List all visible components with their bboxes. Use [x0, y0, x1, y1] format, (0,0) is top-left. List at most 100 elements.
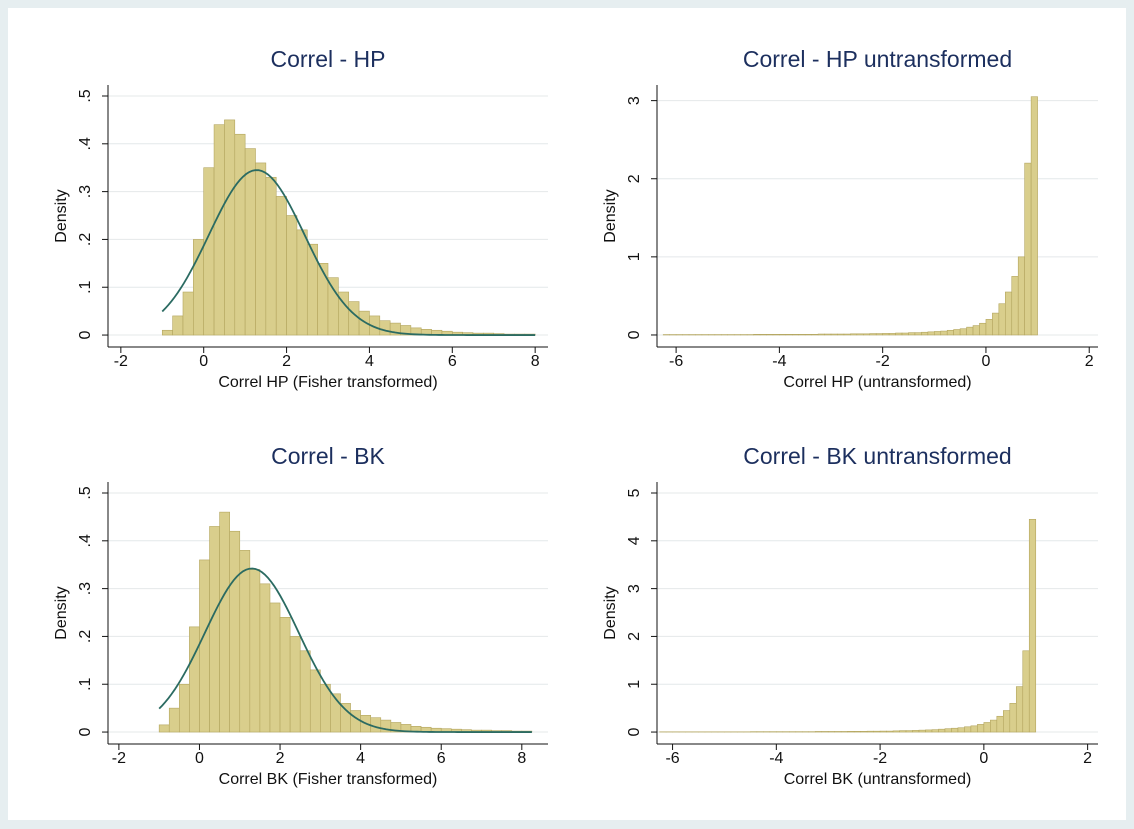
- histogram-bar: [927, 331, 935, 336]
- histogram-bar: [873, 730, 881, 733]
- histogram-bar: [379, 320, 391, 336]
- histogram-bar: [862, 333, 871, 336]
- histogram-bar: [953, 329, 961, 336]
- histogram-bar: [289, 636, 301, 733]
- histogram-bar: [766, 334, 774, 336]
- histogram-bar: [203, 167, 215, 336]
- x-tick-label: 6: [437, 750, 446, 767]
- x-tick-label: 2: [1085, 353, 1094, 370]
- histogram-bar: [908, 332, 916, 336]
- x-axis-label: Correl BK (untransformed): [784, 771, 972, 788]
- histogram-bar: [938, 728, 946, 733]
- histogram-bar: [882, 333, 890, 336]
- histogram-bar: [912, 730, 920, 733]
- x-tick-label: -2: [876, 353, 890, 370]
- y-tick-label: .3: [77, 582, 94, 595]
- x-tick-label: 0: [199, 353, 208, 370]
- y-tick-label: 1: [626, 252, 643, 261]
- x-tick-label: -2: [873, 750, 887, 767]
- y-tick-label: 5: [626, 488, 643, 497]
- histogram-bar: [199, 559, 210, 733]
- histogram-bar: [370, 717, 382, 733]
- histogram-bar: [1015, 686, 1024, 733]
- histogram-bar: [1024, 162, 1032, 336]
- histogram-bar: [269, 602, 281, 733]
- histogram-bar: [1017, 256, 1025, 336]
- histogram-bar: [914, 332, 922, 336]
- histogram-bar: [182, 291, 194, 336]
- histogram-bar: [895, 332, 903, 336]
- histogram-bar: [772, 334, 780, 336]
- x-axis-label: Correl BK (Fisher transformed): [219, 771, 438, 788]
- histogram-bar: [239, 550, 251, 733]
- histogram-bar: [1030, 96, 1038, 336]
- x-axis-label: Correl HP (Fisher transformed): [218, 374, 437, 391]
- histogram-bar: [850, 333, 858, 336]
- histogram-bar: [286, 215, 298, 336]
- histogram-bar: [944, 728, 952, 733]
- histogram-bar: [979, 322, 987, 336]
- histogram-bar: [1022, 650, 1030, 733]
- graph-region: [8, 8, 1126, 820]
- histogram-bar: [229, 530, 241, 733]
- x-tick-label: 0: [981, 353, 990, 370]
- histogram-bar: [847, 731, 855, 733]
- histogram-bar: [905, 730, 913, 733]
- histogram-bar: [348, 301, 360, 336]
- x-tick-label: -2: [114, 353, 128, 370]
- histogram-bar: [1011, 276, 1019, 336]
- x-tick-label: 6: [448, 353, 457, 370]
- histogram-bar: [193, 239, 205, 336]
- histogram-bar: [804, 334, 812, 336]
- y-tick-label: 0: [626, 728, 643, 737]
- histogram-bar: [1009, 703, 1017, 733]
- histogram-bar: [964, 726, 972, 733]
- y-tick-label: .2: [77, 630, 94, 643]
- x-tick-label: 2: [282, 353, 291, 370]
- histogram-bar: [296, 229, 308, 336]
- x-tick-label: -6: [669, 353, 683, 370]
- histogram-bar: [275, 196, 287, 336]
- histogram-bar: [785, 334, 793, 336]
- histogram-bar: [1005, 291, 1013, 336]
- histogram-bar: [317, 263, 329, 336]
- y-tick-label: 4: [626, 536, 643, 545]
- histogram-bar: [255, 162, 267, 336]
- histogram-bar: [244, 148, 256, 336]
- histogram-bar: [853, 731, 861, 733]
- chart-title: Correl - BK: [271, 443, 385, 469]
- x-tick-label: 4: [365, 353, 374, 370]
- histogram-bar: [259, 583, 271, 733]
- histogram-bar: [875, 333, 883, 336]
- histogram-bar: [824, 333, 832, 336]
- normal-curve: [161, 169, 536, 336]
- histogram-bar: [224, 119, 236, 336]
- histogram-bar: [998, 303, 1006, 336]
- histogram-bar: [856, 333, 864, 336]
- histogram-bar: [811, 334, 819, 336]
- histogram-bar: [940, 330, 948, 336]
- histogram-bar: [340, 703, 351, 733]
- histogram-bar: [234, 133, 246, 336]
- x-tick-label: -4: [772, 353, 786, 370]
- histogram-bar: [892, 730, 900, 733]
- histogram-bar: [299, 650, 311, 733]
- histogram-bar: [1003, 710, 1011, 733]
- histogram-bar: [879, 730, 887, 733]
- y-axis-label: Density: [602, 586, 619, 639]
- histogram-bar: [753, 334, 761, 336]
- histogram-bar: [866, 730, 874, 733]
- y-tick-label: .5: [77, 486, 94, 499]
- y-tick-label: 3: [626, 584, 643, 593]
- x-tick-label: 0: [195, 750, 204, 767]
- histogram-bar: [798, 334, 806, 336]
- histogram-bar: [791, 334, 800, 336]
- x-tick-label: -4: [769, 750, 783, 767]
- histogram-bar: [158, 724, 170, 733]
- y-tick-label: 0: [77, 728, 94, 737]
- histogram-bar: [189, 626, 200, 733]
- y-axis-label: Density: [53, 189, 70, 242]
- histogram-bar: [821, 731, 829, 733]
- y-tick-label: 3: [626, 96, 643, 105]
